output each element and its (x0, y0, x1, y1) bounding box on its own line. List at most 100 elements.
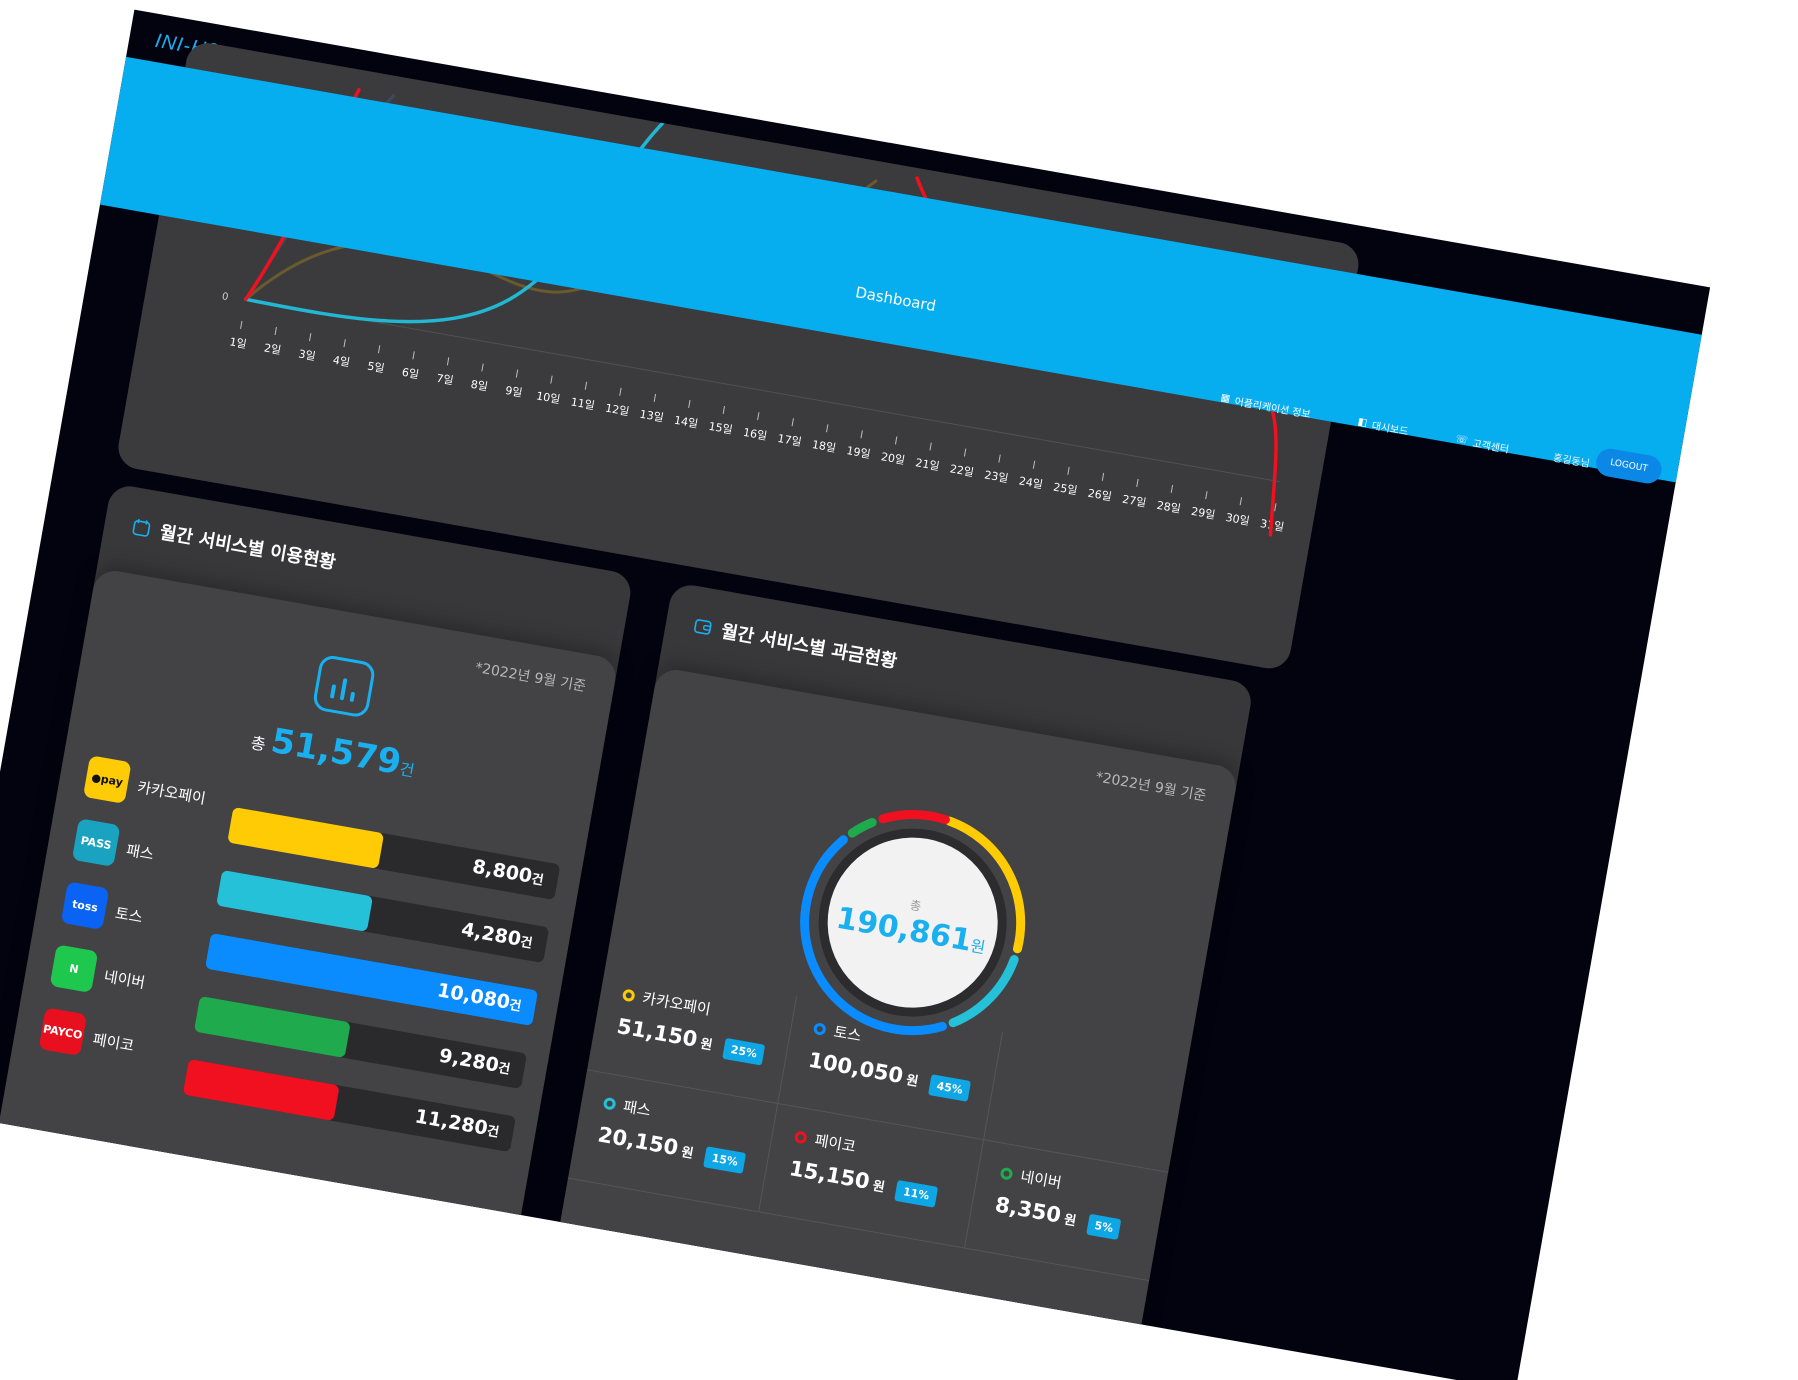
billing-card-body: *2022년 9월 기준 총 190,861원 카카오페이 51,150 원 25% 토… (547, 666, 1240, 1380)
x-tick (446, 357, 450, 366)
x-tick-label: 9일 (504, 383, 523, 400)
billing-item-unit: 원 (679, 1145, 695, 1162)
x-tick-label: 15일 (708, 419, 734, 437)
x-tick (998, 454, 1001, 463)
billing-card: 월간 서비스별 과금현황 *2022년 9월 기준 총 190,861원 카카오… (547, 581, 1255, 1380)
x-tick-label: 12일 (604, 401, 630, 419)
usage-bar-value: 9,280건 (437, 1044, 512, 1078)
dashboard-icon: ◧ (1356, 416, 1369, 429)
x-tick-label: 21일 (914, 455, 940, 473)
legend-dot (621, 987, 636, 1002)
usage-total-unit: 건 (398, 759, 416, 781)
service-logo: PAYCO (38, 1007, 88, 1057)
billing-item-amount: 20,150 (596, 1122, 681, 1161)
billing-card-title: 월간 서비스별 과금현황 (719, 621, 899, 673)
user-name: 홍길동님 (1552, 452, 1591, 471)
service-logo: N (49, 944, 99, 993)
donut-segment (800, 810, 1026, 1036)
usage-total-value: 51,579 (268, 720, 405, 783)
usage-basis-date: *2022년 9월 기준 (473, 659, 587, 696)
x-tick (1136, 478, 1139, 487)
x-tick (481, 363, 484, 372)
x-tick (1101, 472, 1105, 481)
usage-card-header: 월간 서비스별 이용현황 (130, 513, 338, 574)
usage-list: ●pay 카카오페이 8,800건 PASS 패스 4,280건 toss 토스 10,080건… (38, 568, 619, 1153)
nav-item-support[interactable]: ☏ 고객센터 (1454, 432, 1510, 456)
billing-item-amount: 8,350 (993, 1192, 1063, 1228)
x-tick (963, 448, 967, 457)
x-tick (343, 339, 346, 348)
billing-item-unit: 원 (699, 1036, 714, 1054)
x-tick-label: 24일 (1018, 473, 1044, 491)
x-tick (791, 418, 794, 427)
x-tick-label: 23일 (983, 467, 1009, 485)
billing-total-prefix: 총 (908, 898, 923, 914)
x-tick-label: 30일 (1225, 510, 1251, 528)
x-tick (688, 399, 691, 408)
nav-item-label: 대시보드 (1370, 420, 1409, 439)
x-tick-label: 16일 (742, 425, 768, 443)
service-logo: ●pay (82, 755, 132, 804)
x-tick (826, 424, 829, 433)
nav-item-label: 고객센터 (1471, 438, 1510, 456)
x-tick (412, 351, 415, 360)
x-tick-label: 11일 (570, 394, 596, 412)
usage-card-title: 월간 서비스별 이용현황 (158, 522, 338, 574)
x-tick-label: 14일 (673, 413, 699, 431)
x-tick (860, 430, 863, 439)
billing-item-percent: 11% (894, 1179, 938, 1208)
x-tick-label: 17일 (777, 431, 803, 449)
x-tick (722, 405, 726, 415)
billing-item-name: 카카오페이 (640, 988, 713, 1019)
service-logo: PASS (71, 818, 121, 867)
billing-total-value: 190,861 (833, 900, 975, 959)
legend-dot (794, 1130, 809, 1144)
donut-segment (800, 810, 1026, 1036)
service-name: 네이버 (102, 967, 147, 993)
x-tick (757, 412, 760, 421)
x-tick (619, 387, 622, 396)
billing-item-amount: 15,150 (787, 1156, 872, 1194)
donut-segment (800, 810, 1026, 1036)
billing-item-name: 페이코 (813, 1131, 858, 1156)
x-tick-label: 20일 (880, 449, 906, 467)
x-tick-label: 25일 (1052, 480, 1078, 498)
donut-segment (800, 810, 1026, 1036)
usage-bar (182, 1059, 340, 1121)
nav-item-dashboard[interactable]: ◧ 대시보드 (1357, 414, 1410, 438)
bar-chart-icon (311, 653, 377, 719)
service-name: 카카오페이 (135, 778, 207, 808)
billing-item-amount: 100,050 (806, 1047, 905, 1089)
grid-icon: ▦ (1219, 392, 1231, 405)
x-tick (274, 326, 277, 336)
x-tick (240, 320, 243, 329)
x-tick (929, 442, 932, 451)
service-name: 패스 (124, 841, 156, 864)
billing-item-percent: 15% (703, 1146, 747, 1174)
x-tick-label: 27일 (1121, 492, 1147, 510)
logout-button[interactable]: LOGOUT (1593, 446, 1664, 486)
billing-breakdown-grid: 카카오페이 51,150 원 25% 토스 100,050 원 45% 패스 20,150 원 15%… (567, 961, 1188, 1282)
service-name: 페이코 (91, 1030, 136, 1056)
x-tick (550, 375, 553, 384)
x-tick-label: 7일 (435, 371, 454, 388)
billing-item-name: 네이버 (1019, 1167, 1063, 1193)
x-tick (1205, 491, 1208, 500)
x-tick-label: 26일 (1087, 486, 1113, 504)
x-tick-label: 10일 (535, 388, 561, 406)
y-tick-label: 0 (221, 291, 229, 303)
service-logo: toss (60, 881, 110, 930)
x-tick-label: 6일 (401, 365, 420, 382)
legend-dot (602, 1096, 617, 1111)
x-tick (1032, 460, 1036, 469)
billing-item-percent: 25% (722, 1037, 766, 1066)
x-tick-label: 4일 (332, 353, 351, 370)
billing-total-unit: 원 (968, 936, 987, 958)
legend-dot (813, 1021, 828, 1036)
x-tick-label: 8일 (470, 377, 489, 394)
x-tick (1170, 485, 1174, 494)
billing-item-name: 토스 (832, 1022, 863, 1046)
billing-item-unit: 원 (871, 1178, 886, 1196)
usage-bar-value: 11,280건 (413, 1105, 501, 1141)
x-tick (894, 436, 898, 445)
